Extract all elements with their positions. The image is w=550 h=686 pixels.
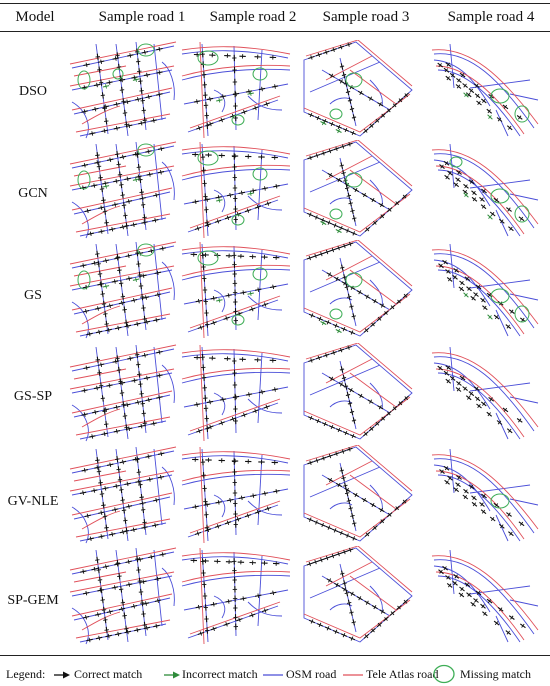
road-map-gs-sp-sample-3 <box>300 343 414 443</box>
legend-missing-match: Missing match <box>460 667 531 681</box>
row-label-dso: DSO <box>18 84 47 99</box>
road-map-gs-sp-sample-2 <box>178 343 292 443</box>
header-model: Model <box>15 9 55 25</box>
row-label-gs: GS <box>24 288 42 303</box>
legend: Legend: Correct match Incorrect match OS… <box>0 664 550 684</box>
road-map-gv-nle-sample-3 <box>300 445 414 545</box>
row-label-gcn: GCN <box>18 186 48 201</box>
road-map-gcn-sample-1 <box>66 140 180 240</box>
row-label-gs-sp: GS-SP <box>13 389 53 404</box>
legend-tele-atlas-road: Tele Atlas road <box>366 667 439 681</box>
road-map-gv-nle-sample-4 <box>430 445 544 545</box>
road-map-gcn-sample-4 <box>430 140 544 240</box>
road-map-dso-sample-2 <box>178 40 292 140</box>
row-label-sp-gem: SP-GEM <box>7 593 59 608</box>
road-map-gs-sample-2 <box>178 240 292 340</box>
header-sample-road-1: Sample road 1 <box>98 9 186 25</box>
header-sample-road-4: Sample road 4 <box>447 9 535 25</box>
road-map-dso-sample-1 <box>66 40 180 140</box>
missing-match-circle-icon <box>433 664 455 684</box>
osm-road-line-icon <box>263 674 283 676</box>
bottom-rule <box>0 655 550 656</box>
road-map-sp-gem-sample-1 <box>66 546 180 646</box>
header-sample-road-3: Sample road 3 <box>322 9 410 25</box>
road-map-gs-sp-sample-1 <box>66 343 180 443</box>
road-map-gcn-sample-3 <box>300 140 414 240</box>
row-label-gv-nle: GV-NLE <box>7 494 59 509</box>
road-map-gv-nle-sample-2 <box>178 445 292 545</box>
header-rule <box>0 31 550 32</box>
road-map-gs-sample-4 <box>430 240 544 340</box>
road-map-sp-gem-sample-2 <box>178 546 292 646</box>
road-map-gv-nle-sample-1 <box>66 445 180 545</box>
header-sample-road-2: Sample road 2 <box>209 9 297 25</box>
incorrect-match-arrow-icon <box>164 671 180 679</box>
legend-correct-match: Correct match <box>74 667 143 681</box>
road-map-dso-sample-4 <box>430 40 544 140</box>
legend-title: Legend: <box>6 667 46 681</box>
road-map-sp-gem-sample-3 <box>300 546 414 646</box>
road-map-dso-sample-3 <box>300 40 414 140</box>
legend-incorrect-match: Incorrect match <box>182 667 258 681</box>
road-map-sp-gem-sample-4 <box>430 546 544 646</box>
road-map-gs-sp-sample-4 <box>430 343 544 443</box>
road-map-gs-sample-1 <box>66 240 180 340</box>
tele-atlas-road-line-icon <box>343 674 363 676</box>
road-map-gcn-sample-2 <box>178 140 292 240</box>
legend-osm-road: OSM road <box>286 667 337 681</box>
road-map-gs-sample-3 <box>300 240 414 340</box>
correct-match-arrow-icon <box>54 671 70 679</box>
top-rule <box>0 3 550 4</box>
